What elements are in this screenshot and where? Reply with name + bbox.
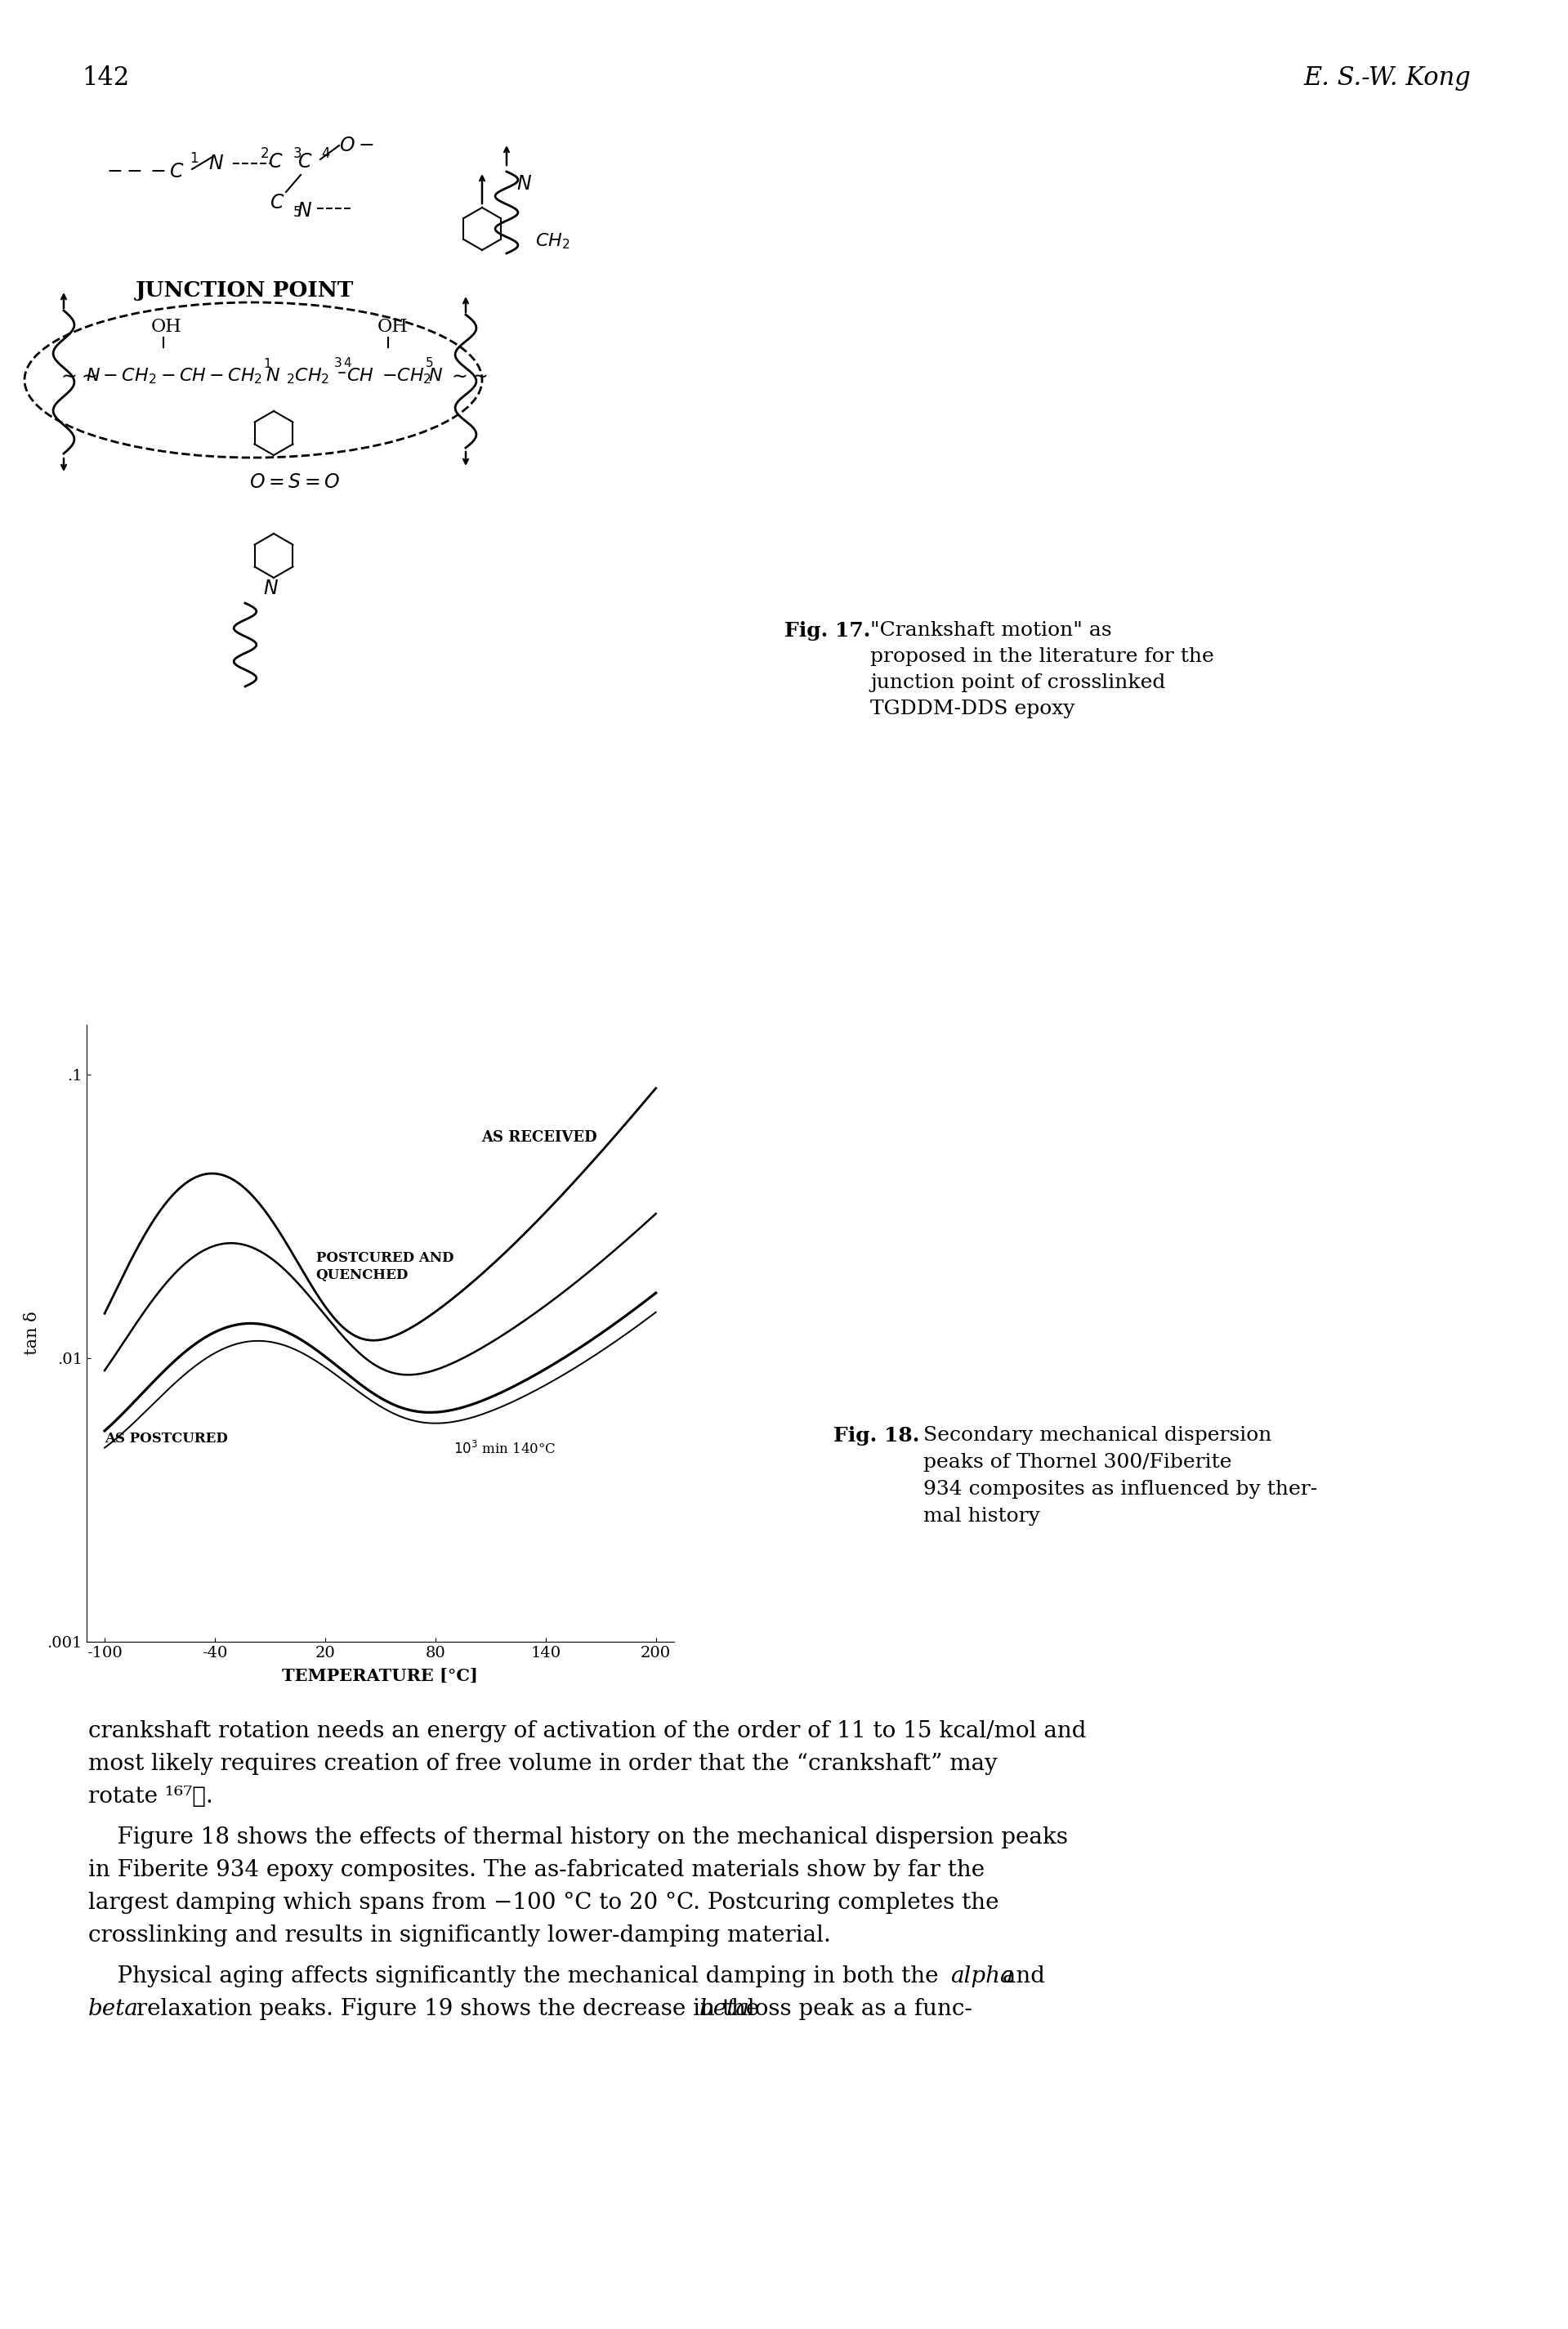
Text: loss peak as a func-: loss peak as a func- (740, 1998, 972, 2019)
Text: $_2CH_2$: $_2CH_2$ (285, 366, 329, 387)
Text: $C$: $C$ (298, 151, 312, 172)
Text: $4$: $4$ (343, 356, 351, 370)
Text: crankshaft rotation needs an energy of activation of the order of 11 to 15 kcal/: crankshaft rotation needs an energy of a… (88, 1721, 1087, 1742)
Text: $C$: $C$ (270, 193, 285, 212)
Text: E. S.-W. Kong: E. S.-W. Kong (1303, 65, 1471, 91)
Text: $N$: $N$ (516, 175, 532, 193)
Text: 142: 142 (82, 65, 129, 91)
Text: most likely requires creation of free volume in order that the “crankshaft” may: most likely requires creation of free vo… (88, 1754, 997, 1775)
Text: $CH_2$: $CH_2$ (535, 231, 569, 252)
Text: Physical aging affects significantly the mechanical damping in both the: Physical aging affects significantly the… (88, 1966, 946, 1987)
Text: Secondary mechanical dispersion
peaks of Thornel 300/Fiberite
934 composites as : Secondary mechanical dispersion peaks of… (924, 1425, 1317, 1525)
Text: OH: OH (151, 317, 182, 335)
Text: beta: beta (699, 1998, 750, 2019)
Text: rotate ¹⁶⁷⧧.: rotate ¹⁶⁷⧧. (88, 1786, 213, 1807)
X-axis label: TEMPERATURE [°C]: TEMPERATURE [°C] (282, 1668, 478, 1684)
Text: alpha: alpha (950, 1966, 1013, 1987)
Text: $3$: $3$ (334, 356, 342, 370)
Text: $O=S=O$: $O=S=O$ (249, 473, 340, 491)
Text: JUNCTION POINT: JUNCTION POINT (136, 279, 354, 300)
Text: "Crankshaft motion" as
proposed in the literature for the
junction point of cros: "Crankshaft motion" as proposed in the l… (870, 622, 1214, 717)
Text: $N$: $N$ (265, 368, 281, 384)
Text: $2$: $2$ (260, 147, 268, 161)
Text: $N-CH_2-CH-CH_2$: $N-CH_2-CH-CH_2$ (86, 366, 262, 387)
Text: $N$: $N$ (209, 154, 224, 172)
Text: $N$: $N$ (296, 200, 312, 221)
Text: Figure 18 shows the effects of thermal history on the mechanical dispersion peak: Figure 18 shows the effects of thermal h… (88, 1826, 1068, 1849)
Text: $5$: $5$ (425, 356, 433, 370)
Text: $N$: $N$ (428, 368, 442, 384)
Text: $5$: $5$ (293, 205, 301, 219)
Text: POSTCURED AND
QUENCHED: POSTCURED AND QUENCHED (315, 1251, 453, 1283)
Text: relaxation peaks. Figure 19 shows the decrease in the: relaxation peaks. Figure 19 shows the de… (129, 1998, 767, 2019)
Text: OH: OH (378, 317, 408, 335)
Text: $10^3$ min 140°C: $10^3$ min 140°C (453, 1442, 557, 1458)
Text: $C$: $C$ (268, 151, 284, 172)
Text: Fig. 17.: Fig. 17. (784, 622, 870, 640)
Text: $3$: $3$ (293, 147, 301, 161)
Text: $4$: $4$ (321, 147, 331, 161)
Text: Fig. 18.: Fig. 18. (834, 1425, 919, 1446)
Text: in Fiberite 934 epoxy composites. The as-fabricated materials show by far the: in Fiberite 934 epoxy composites. The as… (88, 1859, 985, 1882)
Text: $1$: $1$ (263, 356, 271, 370)
Text: $\sim\!\sim$: $\sim\!\sim$ (56, 366, 97, 384)
Text: largest damping which spans from −100 °C to 20 °C. Postcuring completes the: largest damping which spans from −100 °C… (88, 1891, 999, 1914)
Text: $-CH_2$: $-CH_2$ (381, 366, 431, 387)
Text: AS POSTCURED: AS POSTCURED (105, 1432, 227, 1446)
Text: $CH$: $CH$ (347, 368, 373, 384)
Text: $O-$: $O-$ (339, 135, 373, 154)
Text: beta: beta (88, 1998, 138, 2019)
Text: $\sim\!\sim$: $\sim\!\sim$ (448, 366, 488, 384)
Y-axis label: tan δ: tan δ (25, 1311, 41, 1355)
Text: AS RECEIVED: AS RECEIVED (481, 1130, 597, 1146)
Text: and: and (996, 1966, 1044, 1987)
Text: $1$: $1$ (190, 151, 199, 165)
Text: $---C$: $---C$ (107, 163, 185, 182)
Text: crosslinking and results in significantly lower-damping material.: crosslinking and results in significantl… (88, 1924, 831, 1947)
Text: $N$: $N$ (263, 580, 279, 599)
